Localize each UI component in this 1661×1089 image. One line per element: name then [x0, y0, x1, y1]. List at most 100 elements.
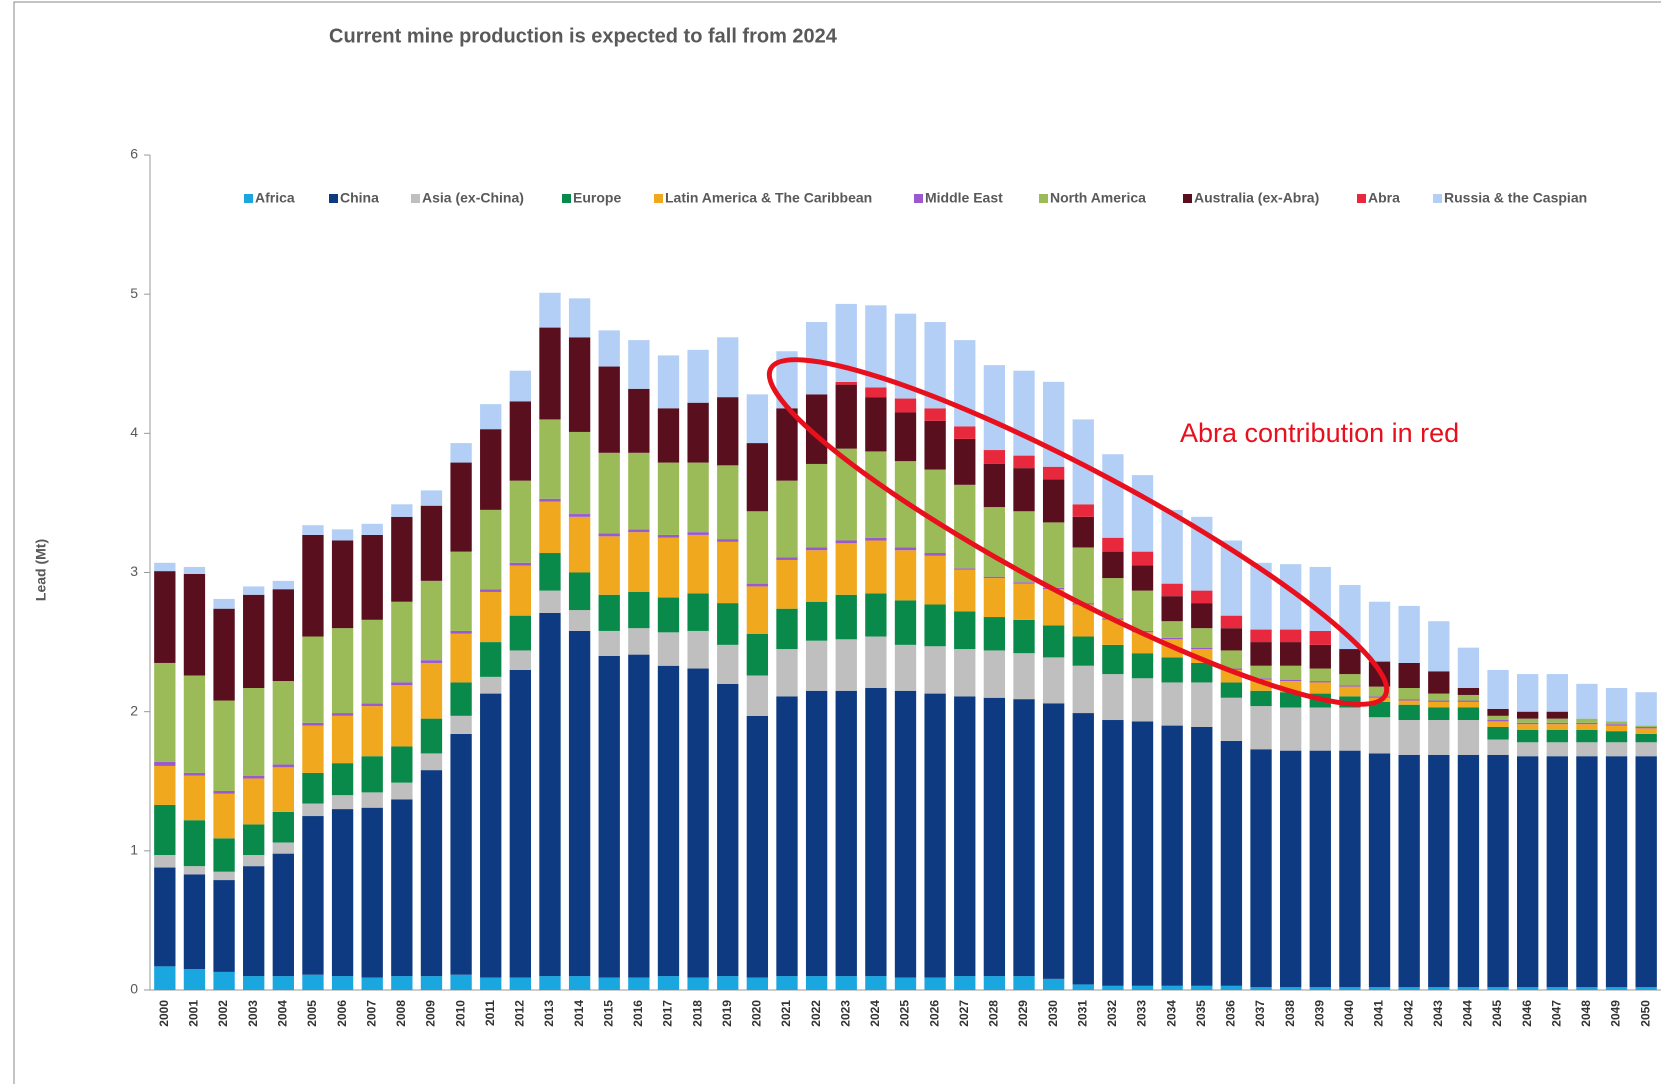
bar-segment	[687, 534, 709, 594]
bar-segment	[1161, 596, 1183, 622]
bar-segment	[1368, 717, 1391, 754]
x-tick-label: 2044	[1461, 1000, 1475, 1027]
bar-segment	[1517, 718, 1539, 723]
bar-segment	[1220, 615, 1243, 629]
bar-segment	[1013, 699, 1035, 977]
bar-segment	[509, 615, 532, 651]
bar-segment	[835, 381, 857, 385]
bar-segment	[480, 429, 502, 510]
bar-segment	[1042, 978, 1065, 990]
bar-segment	[1635, 987, 1657, 990]
bar-segment	[450, 682, 472, 716]
y-tick-label: 6	[130, 146, 138, 162]
bar-segment	[361, 619, 383, 704]
bar-segment	[1102, 578, 1124, 619]
bar-segment	[450, 462, 472, 552]
bar-segment	[1279, 564, 1302, 630]
bar-segment	[983, 617, 1006, 651]
bar-segment	[1605, 688, 1628, 722]
bar-segment	[1102, 644, 1124, 675]
bar-segment	[1250, 665, 1272, 679]
bar-segment	[598, 533, 620, 537]
x-tick-label: 2034	[1164, 1000, 1178, 1027]
bar-segment	[420, 976, 443, 990]
bar-segment	[805, 601, 828, 641]
bar-segment	[657, 537, 680, 598]
bar-segment	[420, 490, 443, 506]
bar-segment	[628, 591, 650, 629]
bar-segment	[1309, 630, 1331, 645]
bar-segment	[1576, 724, 1598, 730]
bar-segment	[243, 688, 265, 776]
bar-segment	[924, 553, 946, 556]
bar-segment	[1546, 718, 1568, 723]
bar-segment	[983, 578, 1006, 618]
bar-segment	[687, 532, 709, 535]
bar-segment	[776, 696, 798, 977]
bar-segment	[657, 355, 680, 409]
bar-segment	[865, 593, 887, 637]
bar-segment	[1013, 653, 1035, 700]
bar-segment	[1398, 704, 1420, 721]
bar-segment	[1517, 756, 1539, 988]
bar-segment	[1428, 701, 1450, 708]
bar-segment	[1072, 636, 1094, 666]
x-tick-label: 2033	[1135, 1000, 1149, 1027]
bar-segment	[894, 977, 917, 990]
bar-segment	[657, 665, 680, 977]
bar-segment	[1131, 475, 1154, 552]
bar-segment	[568, 610, 591, 631]
bar-segment	[657, 976, 680, 990]
bar-segment	[213, 871, 235, 881]
bar-segment	[835, 690, 857, 977]
bar-segment	[1635, 728, 1657, 734]
bar-segment	[302, 525, 324, 535]
bar-segment	[1102, 674, 1124, 721]
bar-segment	[1428, 700, 1450, 702]
x-tick-label: 2011	[483, 1000, 497, 1026]
bar-segment	[539, 976, 561, 990]
bar-segment	[183, 573, 206, 676]
bar-segment	[1102, 537, 1124, 552]
bar-segment	[1250, 629, 1272, 643]
bar-segment	[1072, 713, 1094, 985]
bar-segment	[509, 650, 532, 670]
bar-segment	[154, 966, 176, 990]
bar-segment	[805, 690, 828, 977]
bar-segment	[1072, 547, 1094, 604]
bar-segment	[776, 480, 798, 558]
bar-segment	[1576, 987, 1598, 990]
bar-segment	[213, 598, 235, 609]
x-tick-label: 2043	[1431, 1000, 1445, 1027]
bar-segment	[1161, 621, 1183, 638]
bar-segment	[302, 636, 324, 723]
bar-segment	[687, 402, 709, 463]
bar-segment	[1042, 589, 1065, 626]
bar-segment	[568, 337, 591, 432]
bar-segment	[924, 420, 946, 470]
bar-segment	[272, 580, 294, 590]
x-tick-label: 2036	[1224, 1000, 1238, 1027]
bar-segment	[1398, 605, 1420, 663]
bar-segment	[568, 976, 591, 990]
bar-segment	[983, 650, 1006, 698]
bar-segment	[1576, 756, 1598, 988]
x-tick-label: 2042	[1401, 1000, 1415, 1027]
bar-segment	[894, 313, 917, 399]
bar-segment	[628, 628, 650, 655]
bar-segment	[776, 649, 798, 697]
x-tick-label: 2002	[216, 1000, 230, 1027]
bar-segment	[361, 756, 383, 793]
bar-segment	[331, 976, 354, 990]
bar-segment	[331, 713, 354, 716]
x-tick-label: 2006	[335, 1000, 349, 1027]
bar-segment	[1339, 987, 1361, 990]
bar-segment	[568, 298, 591, 338]
bar-segment	[391, 685, 413, 747]
bar-segment	[628, 654, 650, 978]
bar-segment	[1398, 662, 1420, 689]
x-tick-label: 2017	[661, 1000, 675, 1027]
bar-segment	[1457, 694, 1480, 701]
legend-label: Latin America & The Caribbean	[665, 190, 872, 206]
bar-segment	[954, 426, 976, 439]
